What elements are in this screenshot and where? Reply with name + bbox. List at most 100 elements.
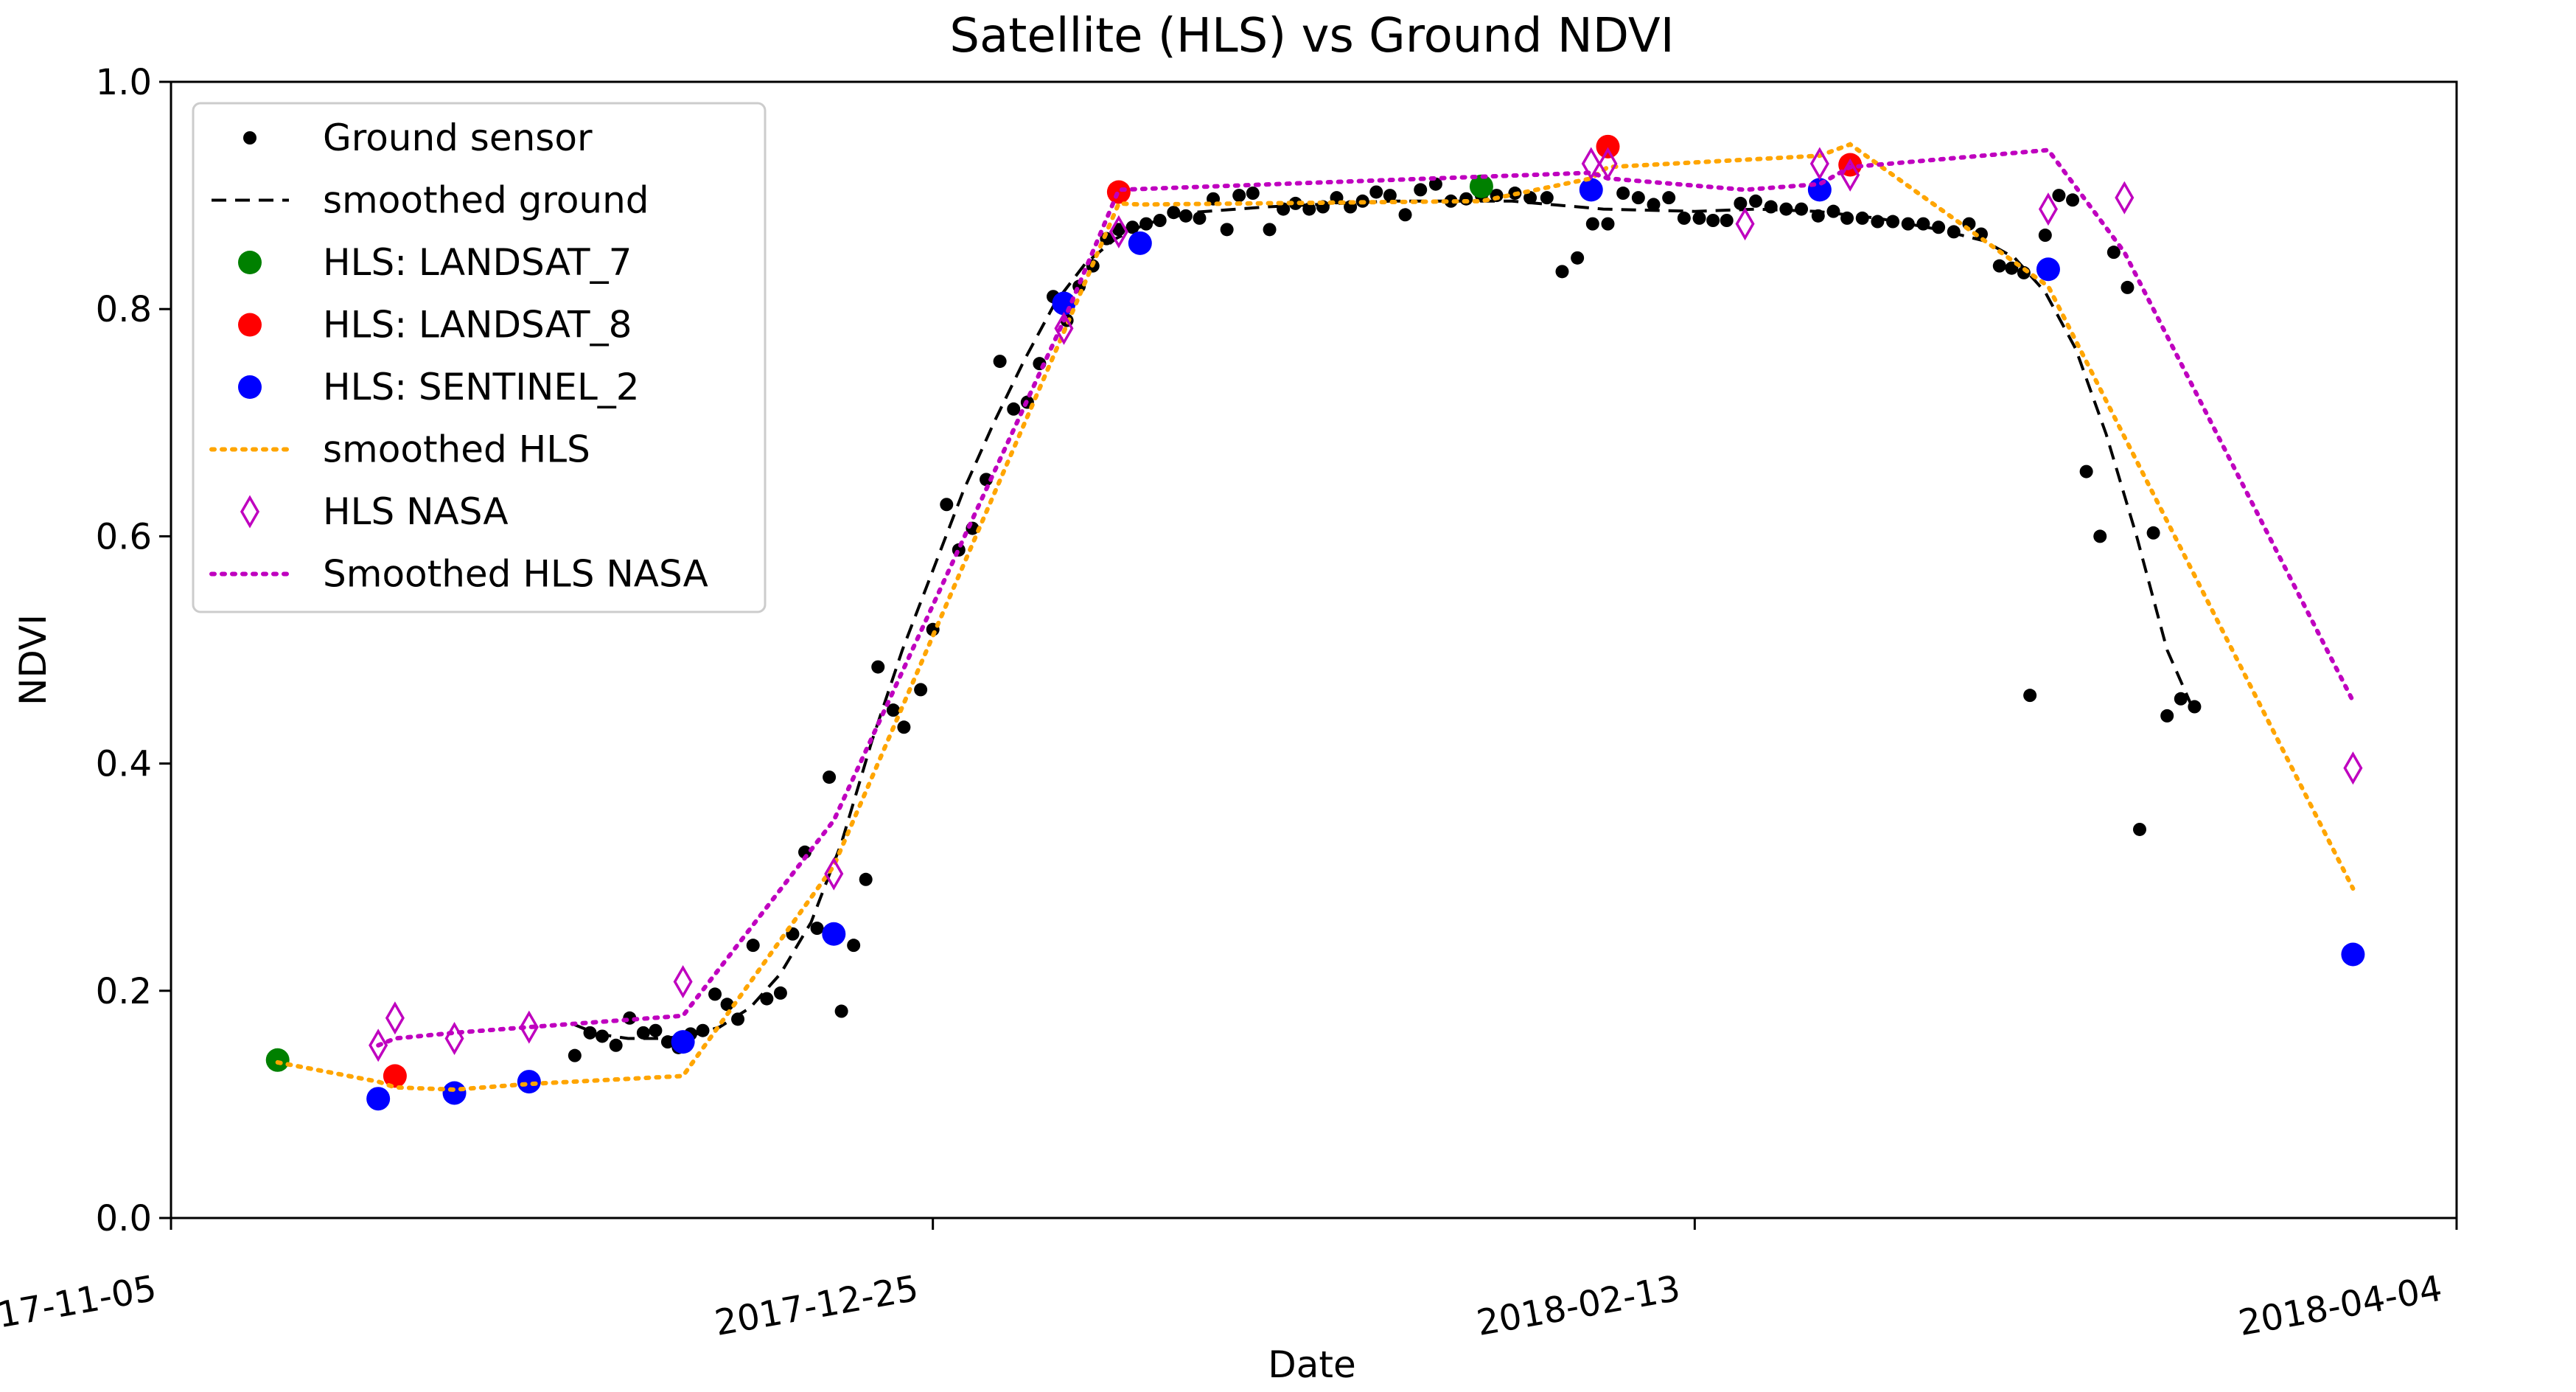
y-tick-label: 1.0 <box>96 62 152 103</box>
series-smoothed-ground <box>574 199 2196 1040</box>
ground-sensor-point <box>1444 194 1458 208</box>
ground-sensor-point <box>636 1026 650 1040</box>
hls-sentinel-2-point <box>1579 178 1603 202</box>
ground-sensor-point <box>1601 217 1615 231</box>
legend-entry-ground-sensor: Ground sensor <box>243 116 593 159</box>
smoothed-hls-nasa-line <box>376 147 2356 1048</box>
ground-sensor-point <box>1662 191 1676 205</box>
ground-sensor-point <box>1383 189 1397 203</box>
ground-sensor-point <box>568 1048 582 1062</box>
ground-sensor-point <box>2079 464 2093 478</box>
ground-sensor-point <box>1555 265 1569 279</box>
ground-sensor-point <box>1585 217 1599 231</box>
ground-sensor-point <box>1193 211 1207 225</box>
hls-nasa-point <box>519 1010 539 1044</box>
hls-sentinel-2-point <box>517 1070 541 1094</box>
ground-sensor-point <box>1734 196 1748 210</box>
y-tick-label: 0.6 <box>96 516 152 557</box>
plot-area <box>265 134 2365 1111</box>
legend-entry-hls-landsat-7: HLS: LANDSAT_7 <box>238 241 632 284</box>
hls-nasa-point <box>1581 147 1601 181</box>
hls-sentinel-2-point <box>1128 231 1152 255</box>
ground-sensor-point <box>720 998 734 1012</box>
ground-sensor-point <box>696 1023 710 1037</box>
legend-label: Smoothed HLS NASA <box>323 553 708 596</box>
ground-sensor-point <box>1749 194 1763 208</box>
ground-sensor-point <box>1007 402 1021 416</box>
legend-label: HLS: SENTINEL_2 <box>323 366 640 408</box>
smoothed-ground-line <box>574 199 2196 1040</box>
ground-sensor-point <box>1428 177 1442 191</box>
ground-sensor-point <box>708 987 722 1001</box>
legend-handle <box>238 251 262 274</box>
series-smoothed-hls <box>275 142 2356 1092</box>
ground-sensor-point <box>773 986 787 1000</box>
ground-sensor-point <box>914 683 928 697</box>
ground-sensor-point <box>2174 692 2188 706</box>
y-tick-label: 0.8 <box>96 289 152 330</box>
ground-sensor-point <box>609 1038 623 1052</box>
hls-nasa-point <box>369 1029 388 1062</box>
ground-sensor-point <box>2160 709 2174 723</box>
series-hls-sentinel-2 <box>366 178 2365 1111</box>
ground-sensor-point <box>760 992 774 1006</box>
legend-handle <box>238 313 262 337</box>
hls-landsat-8-point <box>1106 180 1131 204</box>
legend-label: HLS: LANDSAT_8 <box>323 304 632 347</box>
ground-sensor-point <box>746 939 760 953</box>
ground-sensor-point <box>1263 223 1277 237</box>
hls-nasa-point <box>2115 181 2135 215</box>
ground-sensor-point <box>940 498 954 512</box>
legend-entry-smoothed-hls-nasa: Smoothed HLS NASA <box>209 553 708 596</box>
ground-sensor-point <box>1246 187 1260 201</box>
series-hls-nasa <box>369 147 2363 1062</box>
ground-sensor-point <box>1677 211 1691 225</box>
hls-nasa-point <box>1809 147 1829 181</box>
legend-entry-smoothed-hls: smoothed HLS <box>209 428 590 471</box>
series-hls-landsat-7 <box>265 174 1493 1072</box>
ground-sensor-point <box>1720 214 1734 228</box>
ground-sensor-point <box>1992 259 2006 273</box>
legend-entry-smoothed-ground: smoothed ground <box>212 179 649 222</box>
y-axis-label: NDVI <box>12 614 55 706</box>
ground-sensor-point <box>2132 822 2146 836</box>
y-tick-label: 0.4 <box>96 744 152 785</box>
legend-label: smoothed HLS <box>323 428 590 471</box>
ground-sensor-point <box>897 720 911 734</box>
ground-sensor-point <box>1232 189 1246 203</box>
legend-entry-hls-sentinel-2: HLS: SENTINEL_2 <box>238 366 640 408</box>
hls-nasa-point <box>824 857 844 891</box>
ground-sensor-point <box>1647 198 1661 212</box>
legend-label: Ground sensor <box>323 116 593 159</box>
y-tick-label: 0.0 <box>96 1198 152 1239</box>
hls-sentinel-2-point <box>822 922 846 946</box>
ground-sensor-point <box>871 660 885 674</box>
ground-sensor-point <box>859 872 873 886</box>
ground-sensor-point <box>649 1023 663 1037</box>
hls-sentinel-2-point <box>442 1081 467 1105</box>
ground-sensor-point <box>1139 217 1153 231</box>
ground-sensor-point <box>834 1004 848 1018</box>
hls-nasa-point <box>1840 158 1860 192</box>
chart-title: Satellite (HLS) vs Ground NDVI <box>949 9 1674 63</box>
ground-sensor-point <box>1414 183 1428 197</box>
ground-sensor-point <box>1179 209 1193 223</box>
ground-sensor-point <box>2052 189 2066 203</box>
ground-sensor-point <box>1706 214 1720 228</box>
hls-nasa-point <box>2038 192 2058 226</box>
ground-sensor-point <box>731 1012 745 1026</box>
legend-entry-hls-landsat-8: HLS: LANDSAT_8 <box>238 304 632 347</box>
hls-landsat-7-point <box>265 1048 290 1072</box>
legend-label: HLS: LANDSAT_7 <box>323 241 632 284</box>
legend-entry-hls-nasa: HLS NASA <box>240 490 509 533</box>
hls-nasa-point <box>385 1001 405 1035</box>
legend-handle <box>240 495 260 529</box>
legend-handle <box>243 131 256 145</box>
x-axis-label: Date <box>1268 1343 1356 1386</box>
ground-sensor-point <box>2106 246 2121 260</box>
legend-label: HLS NASA <box>323 490 509 533</box>
legend-label: smoothed ground <box>323 179 649 222</box>
ground-sensor-point <box>823 770 837 784</box>
ground-sensor-point <box>980 473 994 487</box>
